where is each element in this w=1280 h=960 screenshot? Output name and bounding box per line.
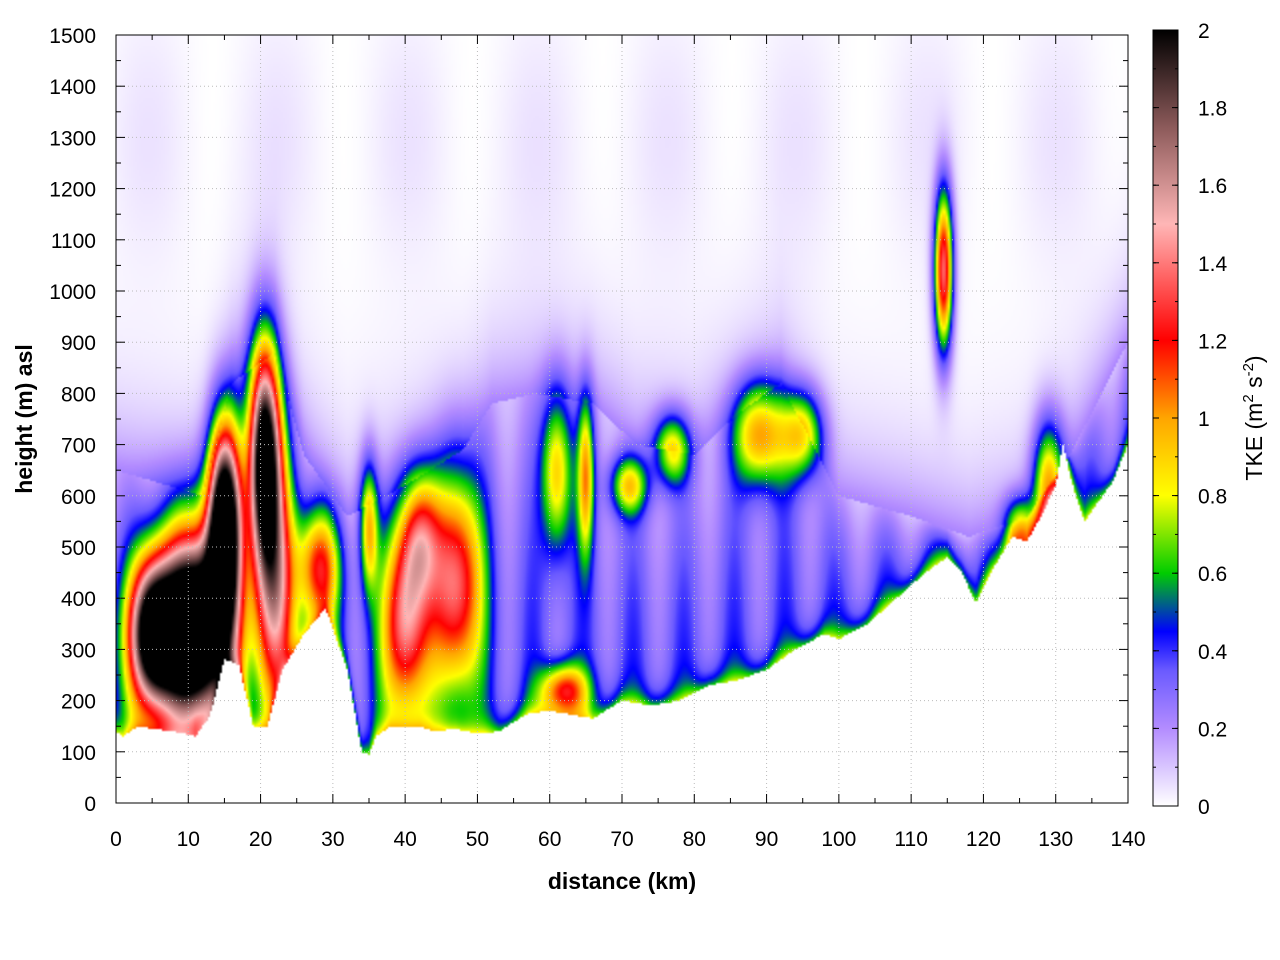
x-tick-label: 60 [538, 828, 561, 851]
x-tick-label: 100 [821, 828, 856, 851]
colorbar-tick-label: 0.2 [1198, 718, 1227, 741]
colorbar-tick-label: 1 [1198, 408, 1210, 431]
y-tick-label: 200 [61, 691, 96, 714]
x-tick-label: 130 [1038, 828, 1073, 851]
y-tick-label: 700 [61, 435, 96, 458]
colorbar: 0 0.2 0.4 0.6 0.8 1 1.2 1.4 1.6 1.8 2 TKE (m2 s-2) [1152, 20, 1267, 819]
colorbar-tick-label: 0 [1198, 796, 1210, 819]
x-tick-label: 110 [894, 828, 927, 851]
colorbar-tick-label: 1.8 [1198, 98, 1227, 121]
y-tick-label: 600 [61, 486, 96, 509]
x-tick-label: 20 [249, 828, 272, 851]
x-tick-label: 120 [966, 828, 1001, 851]
colorbar-tick-label: 0.4 [1198, 641, 1228, 664]
y-axis: 0 100 200 300 400 500 600 700 800 900 1000 1100 1200… [49, 25, 1128, 816]
y-tick-label: 1000 [49, 281, 96, 304]
y-tick-label: 900 [61, 332, 96, 355]
colorbar-tick-label: 1.4 [1198, 253, 1228, 276]
x-tick-label: 90 [755, 828, 778, 851]
colorbar-tick-label: 2 [1198, 20, 1210, 43]
y-tick-label: 1300 [49, 127, 96, 150]
x-tick-label: 0 [110, 828, 122, 851]
y-tick-label: 100 [61, 742, 96, 765]
x-tick-label: 70 [610, 828, 633, 851]
y-tick-label: 0 [84, 793, 96, 816]
grid-lines [116, 35, 1128, 803]
y-tick-label: 400 [61, 588, 96, 611]
x-tick-label: 10 [177, 828, 200, 851]
x-tick-label: 50 [466, 828, 489, 851]
y-tick-label: 300 [61, 639, 96, 662]
colorbar-title: TKE (m2 s-2) [1240, 355, 1267, 480]
y-tick-label: 500 [61, 537, 96, 560]
y-tick-label: 1100 [51, 230, 96, 253]
x-tick-label: 80 [683, 828, 706, 851]
y-tick-label: 1200 [49, 179, 96, 202]
y-tick-label: 800 [61, 383, 96, 406]
colorbar-tick-label: 1.6 [1198, 175, 1227, 198]
y-tick-label: 1500 [49, 25, 96, 48]
y-axis-title: height (m) asl [11, 344, 37, 494]
colorbar-tick-label: 0.8 [1198, 486, 1227, 509]
x-tick-label: 140 [1110, 828, 1145, 851]
y-tick-label: 1400 [49, 76, 96, 99]
colorbar-tick-label: 0.6 [1198, 563, 1227, 586]
colorbar-ticks: 0 0.2 0.4 0.6 0.8 1 1.2 1.4 1.6 1.8 2 [1153, 20, 1228, 819]
x-tick-label: 30 [321, 828, 344, 851]
x-tick-label: 40 [393, 828, 416, 851]
x-axis-title: distance (km) [548, 868, 696, 894]
colorbar-tick-label: 1.2 [1198, 330, 1227, 353]
x-axis: 0 10 20 30 40 50 60 70 80 90 100 110 120 130 140 [110, 35, 1146, 851]
